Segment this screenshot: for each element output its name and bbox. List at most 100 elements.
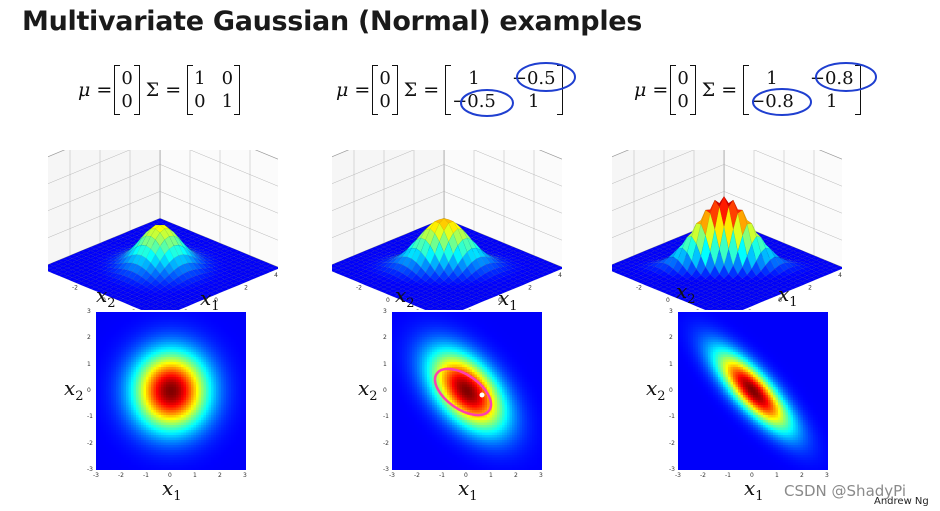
x1-letter: x bbox=[458, 476, 470, 500]
x1-tick-label: 2 bbox=[132, 309, 136, 310]
sigma-entry: 1 bbox=[826, 91, 838, 112]
heatmap-y-tick: -2 bbox=[383, 439, 389, 447]
x1-letter: x bbox=[162, 476, 174, 500]
x2-tick-label: 4 bbox=[274, 272, 278, 279]
x2-tick-label: 2 bbox=[244, 284, 248, 291]
x1-tick-label: 0 bbox=[386, 297, 390, 304]
x1-subscript: 1 bbox=[469, 489, 478, 504]
sigma-entry: 0 bbox=[194, 91, 206, 112]
heatmap-x-tick: -3 bbox=[675, 472, 681, 479]
sigma-entry: −0.8 bbox=[750, 91, 794, 112]
sigma-label: Σ = bbox=[145, 79, 182, 101]
x2-tick-label: 0 bbox=[778, 297, 782, 304]
surface-mesh bbox=[603, 196, 845, 318]
x1-tick-label: 2 bbox=[696, 309, 700, 310]
x1-subscript: 1 bbox=[755, 489, 764, 504]
x2-letter: x bbox=[64, 376, 76, 400]
x2-tick-label: 4 bbox=[838, 272, 842, 279]
mu-entry: 0 bbox=[677, 91, 689, 112]
sigma-entry: 1 bbox=[221, 91, 234, 112]
x2-subscript: 2 bbox=[369, 389, 378, 404]
watermark: CSDN @ShadyPi bbox=[784, 482, 907, 500]
heatmap-y-tick: 0 bbox=[669, 387, 673, 394]
x2-tick-label: 2 bbox=[528, 284, 532, 291]
x2-label: x2 bbox=[676, 279, 696, 307]
surface-mesh bbox=[323, 218, 565, 318]
x2-letter: x bbox=[646, 376, 658, 400]
surface-plot-svg: 0.40.30.20.10-44-22002-24-4 bbox=[310, 109, 565, 329]
x2-label: x2 bbox=[64, 376, 84, 404]
equation-1: μ = 0 0 Σ = 1 0 0 1 bbox=[78, 62, 240, 118]
grid-line bbox=[603, 164, 845, 215]
x1-label: x1 bbox=[778, 282, 798, 310]
x2-letter: x bbox=[676, 279, 688, 303]
heatmap-x-tick: 1 bbox=[489, 472, 493, 479]
heatmap-x-tick: 0 bbox=[168, 472, 172, 479]
surface-plot-svg: 0.40.30.20.10-44-22002-24-4 bbox=[26, 109, 281, 329]
heatmap-x-tick: 1 bbox=[775, 472, 779, 479]
heatmap-x-tick: 0 bbox=[464, 472, 468, 479]
sigma-entry: −0.8 bbox=[809, 68, 854, 89]
grid-line bbox=[323, 164, 565, 215]
x1-label: x1 bbox=[498, 286, 518, 314]
heatmap-x-tick: 2 bbox=[514, 472, 518, 479]
x1-tick-label: 2 bbox=[416, 309, 420, 310]
sigma-entry: 1 bbox=[528, 91, 540, 112]
x2-tick-label: 0 bbox=[498, 297, 502, 304]
heatmap-y-tick: 3 bbox=[669, 308, 673, 315]
x1-label: x1 bbox=[458, 476, 478, 504]
x1-label: x1 bbox=[162, 476, 182, 504]
heatmap-y-tick: 0 bbox=[87, 387, 91, 394]
mu-vector: 0 0 bbox=[114, 65, 141, 115]
sigma-matrix: 1 −0.5 −0.5 1 bbox=[445, 65, 564, 115]
heatmap-y-tick: -1 bbox=[87, 413, 93, 421]
surface-plot-3: 0.40.30.20.10-44-22002-24-4 bbox=[590, 109, 845, 329]
heatmap-y-tick: -2 bbox=[87, 439, 93, 447]
heatmap-y-tick: 2 bbox=[383, 334, 387, 342]
density-heatmap-1: -3 3 -2 2 -1 1 0 0 1 -1 2 -2 3 -3 bbox=[87, 308, 247, 479]
x1-label: x1 bbox=[200, 286, 220, 314]
mu-entry: 0 bbox=[121, 91, 133, 112]
x2-tick-label: 2 bbox=[808, 284, 812, 291]
x1-subscript: 1 bbox=[509, 299, 518, 314]
x1-label: x1 bbox=[744, 476, 764, 504]
mu-entry: 0 bbox=[121, 68, 133, 89]
sigma-matrix: 1 0 0 1 bbox=[187, 65, 240, 115]
heatmap-y-tick: 3 bbox=[383, 308, 387, 315]
mu-label: μ = bbox=[634, 79, 669, 101]
heatmap-y-tick: 2 bbox=[87, 334, 91, 342]
heatmap-x-tick: -2 bbox=[700, 472, 706, 479]
mu-label: μ = bbox=[78, 79, 113, 101]
mu-entry: 0 bbox=[379, 91, 391, 112]
heatmap-x-tick: 3 bbox=[539, 472, 543, 479]
surface-plot-2: 0.40.30.20.10-44-22002-24-4 bbox=[310, 109, 565, 329]
sigma-entry: −0.5 bbox=[452, 91, 496, 112]
grid-line bbox=[39, 164, 281, 215]
heatmap-x-tick: 0 bbox=[750, 472, 754, 479]
heatmap-x-tick: -1 bbox=[143, 472, 149, 479]
sigma-label: Σ = bbox=[403, 79, 440, 101]
sigma-entry: 1 bbox=[194, 68, 206, 89]
heatmap-y-tick: -1 bbox=[383, 413, 389, 421]
heatmap-x-tick: -1 bbox=[439, 472, 445, 479]
x1-letter: x bbox=[200, 286, 212, 310]
grid-line bbox=[323, 191, 565, 242]
heatmap-x-tick: 1 bbox=[193, 472, 197, 479]
heatmap-y-tick: 1 bbox=[669, 360, 673, 368]
mu-vector: 0 0 bbox=[670, 65, 697, 115]
mu-vector: 0 0 bbox=[372, 65, 399, 115]
x1-tick-label: 0 bbox=[102, 297, 106, 304]
heatmap-y-tick: -3 bbox=[87, 466, 93, 473]
equation-2: μ = 0 0 Σ = 1 −0.5 −0.5 1 bbox=[336, 62, 564, 118]
x2-label: x2 bbox=[358, 376, 378, 404]
sigma-entry: −0.5 bbox=[511, 68, 556, 89]
x2-label: x2 bbox=[395, 283, 415, 311]
heatmap-x-tick: 2 bbox=[800, 472, 804, 479]
heatmap-y-tick: -1 bbox=[669, 413, 675, 421]
heatmap-x-tick: -2 bbox=[118, 472, 124, 479]
heatmap-y-tick: -3 bbox=[383, 466, 389, 473]
x1-tick-label: -2 bbox=[636, 284, 642, 291]
x1-tick-label: -2 bbox=[356, 284, 362, 291]
heatmap-y-tick: 3 bbox=[87, 308, 91, 315]
sigma-label: Σ = bbox=[701, 79, 738, 101]
